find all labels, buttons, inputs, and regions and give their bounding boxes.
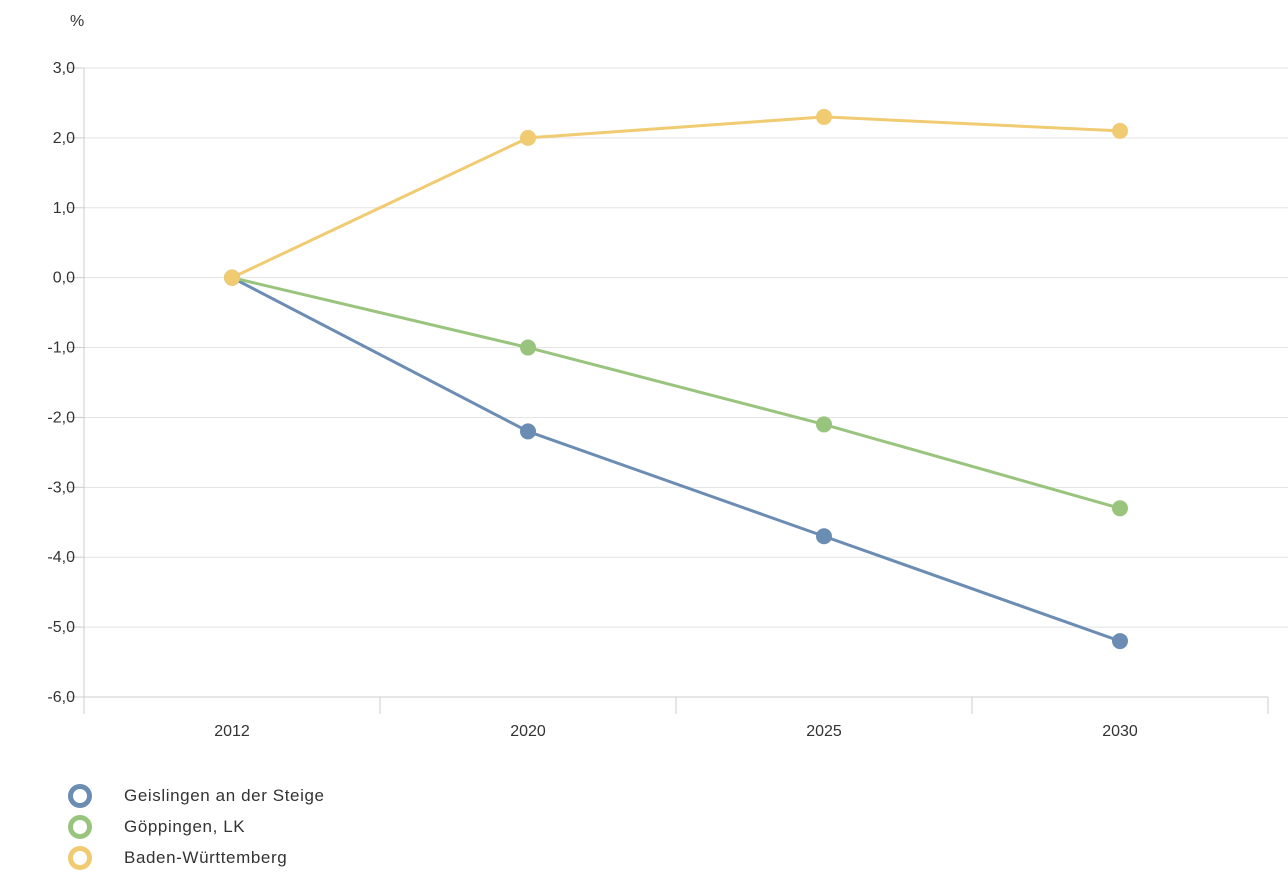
- x-tick-label: 2020: [510, 723, 546, 740]
- legend-marker-icon: [68, 784, 92, 808]
- y-tick-label: 1,0: [53, 200, 75, 217]
- y-tick-label: -3,0: [47, 479, 75, 496]
- y-tick-label: -1,0: [47, 340, 75, 357]
- legend-item[interactable]: Geislingen an der Steige: [68, 782, 325, 810]
- data-point[interactable]: [520, 339, 536, 356]
- data-point[interactable]: [520, 129, 536, 146]
- y-axis-unit-label: %: [70, 13, 84, 30]
- legend-label: Baden-Württemberg: [124, 848, 288, 867]
- x-tick-label: 2012: [214, 723, 250, 740]
- data-point[interactable]: [816, 108, 832, 125]
- data-point[interactable]: [816, 528, 832, 545]
- data-point[interactable]: [816, 416, 832, 433]
- data-point[interactable]: [1112, 633, 1128, 650]
- series-line-3: [231, 115, 1121, 280]
- data-point[interactable]: [224, 269, 240, 286]
- data-point[interactable]: [1112, 122, 1128, 139]
- data-point[interactable]: [520, 423, 536, 440]
- series-line-2: [231, 276, 1121, 510]
- series-points: [224, 108, 1128, 650]
- series-line-1: [231, 276, 1121, 643]
- y-tick-label: -2,0: [47, 409, 75, 426]
- x-tick-label: 2025: [806, 723, 842, 740]
- y-tick-label: 2,0: [53, 130, 75, 147]
- series-lines: [231, 115, 1121, 643]
- legend-label: Geislingen an der Steige: [124, 786, 325, 805]
- y-tick-label: 3,0: [53, 60, 75, 77]
- y-tick-labels: 3,0 2,0 1,0 0,0 -1,0 -2,0 -3,0 -4,0 -5,0 -6,0: [47, 60, 75, 706]
- y-tick-label: -6,0: [47, 689, 75, 706]
- y-tick-label: -5,0: [47, 619, 75, 636]
- legend-marker-icon: [68, 815, 92, 839]
- legend-item[interactable]: Göppingen, LK: [68, 813, 325, 841]
- y-tick-label: 0,0: [53, 270, 75, 287]
- data-point[interactable]: [1112, 500, 1128, 517]
- x-tick-labels: 2012 2020 2025 2030: [214, 723, 1138, 740]
- gridlines: [84, 67, 1288, 628]
- legend-marker-icon: [68, 846, 92, 870]
- axes: [68, 67, 1269, 714]
- legend-item[interactable]: Baden-Württemberg: [68, 844, 325, 872]
- x-tick-label: 2030: [1102, 723, 1138, 740]
- legend-label: Göppingen, LK: [124, 817, 246, 836]
- legend: Geislingen an der Steige Göppingen, LK Bad…: [68, 782, 325, 875]
- y-tick-label: -4,0: [47, 549, 75, 566]
